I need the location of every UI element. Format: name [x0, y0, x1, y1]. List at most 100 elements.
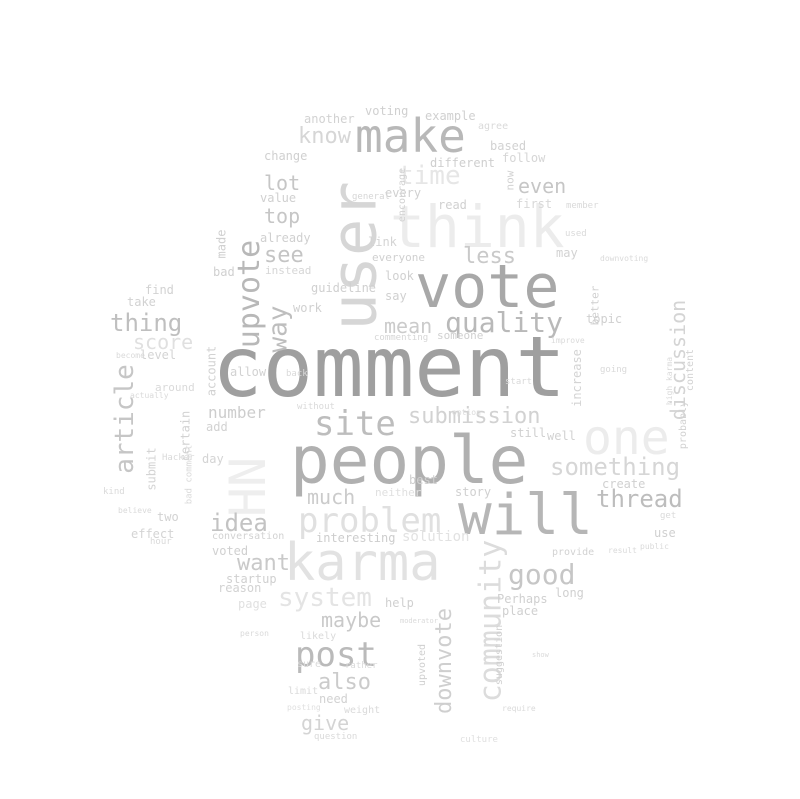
word-encourage: encourage [397, 167, 409, 223]
word-time: time [398, 161, 461, 191]
word-going: going [600, 365, 628, 375]
word-interesting: interesting [316, 531, 396, 545]
word-level: level [140, 348, 177, 362]
word-now: now [503, 170, 517, 191]
word-long: long [555, 586, 584, 600]
word-actually: actually [130, 391, 169, 400]
word-instead: instead [265, 264, 312, 277]
word-create: create [602, 477, 646, 491]
word-may: may [556, 246, 578, 260]
word-culture: culture [460, 735, 498, 745]
word-neither: neither [375, 486, 422, 499]
word-top: top [264, 204, 301, 228]
word-different: different [430, 156, 496, 170]
word-thing: thing [110, 309, 183, 337]
word-say: say [385, 289, 407, 303]
word-maybe: maybe [321, 608, 382, 632]
word-posting: posting [287, 703, 321, 712]
word-effect: effect [131, 527, 175, 541]
word-someone: someone [437, 329, 484, 342]
word-start: start [505, 377, 533, 387]
word-suggestion: suggestion [494, 624, 506, 686]
word-likely: likely [300, 631, 337, 642]
word-option: option [452, 408, 481, 417]
word-content: content [685, 348, 697, 392]
word-hour: hour [150, 537, 172, 547]
word-voting: voting [365, 104, 409, 118]
word-will: will [458, 483, 593, 548]
word-change: change [264, 149, 308, 163]
word-question: question [314, 732, 358, 742]
word-commenting: commenting [374, 333, 429, 343]
word-result: result [608, 546, 637, 555]
word-want: want [237, 551, 290, 576]
word-still: still [510, 426, 547, 440]
word-better: better [588, 285, 602, 326]
word-voted: voted [212, 544, 249, 558]
word-based: based [490, 139, 527, 153]
word-rather: rather [345, 661, 378, 671]
word-allow: allow [230, 365, 267, 379]
word-vote: vote [415, 252, 560, 322]
word-first: first [516, 197, 553, 211]
word-submit: submit [144, 447, 159, 491]
word-work: work [293, 301, 322, 315]
word-people: people [290, 422, 529, 499]
word-think: think [390, 193, 565, 261]
word-need: need [319, 692, 348, 706]
word-find: find [145, 283, 174, 297]
word-perhaps: Perhaps [497, 592, 548, 606]
word-article: article [109, 364, 140, 474]
word-already: already [260, 231, 311, 245]
word-take: take [127, 295, 156, 309]
word-use: use [654, 526, 676, 540]
word-quality: quality [445, 306, 564, 339]
word-lot: lot [264, 171, 301, 195]
word-score: score [133, 330, 194, 354]
word-even: even [518, 174, 567, 198]
word-site: site [314, 404, 396, 444]
word-public: public [640, 542, 669, 551]
word-idea: idea [210, 509, 268, 537]
word-startup: startup [226, 572, 277, 586]
word-hacker: Hacker [162, 453, 195, 463]
word-much: much [307, 485, 356, 509]
word-require: require [502, 704, 536, 713]
word-make: make [355, 109, 466, 163]
word-story: story [455, 485, 492, 499]
word-without: without [297, 402, 335, 412]
word-problem: problem [298, 501, 442, 541]
word-karma: karma [284, 533, 441, 593]
word-person: person [240, 629, 269, 638]
word-less: less [463, 244, 516, 269]
word-general: general [352, 192, 390, 202]
word-way: way [263, 305, 294, 353]
word-something: something [550, 453, 681, 481]
word-best: best [409, 473, 438, 487]
word-number: number [208, 403, 266, 422]
word-help: help [385, 596, 414, 610]
word-read: read [438, 198, 467, 212]
word-account: account [204, 345, 219, 397]
word-bad: bad [213, 265, 235, 279]
word-another: another [304, 112, 355, 126]
word-value: value [260, 191, 297, 205]
word-also: also [318, 670, 371, 695]
word-back: back [286, 369, 308, 379]
word-downvoting: downvoting [600, 254, 649, 263]
word-upvote: upvote [232, 239, 268, 349]
word-weight: weight [344, 705, 381, 716]
word-guideline: guideline [311, 281, 377, 295]
word-add: add [206, 420, 228, 434]
word-reason: reason [218, 581, 262, 595]
word-post: post [295, 635, 377, 675]
word-place: place [502, 604, 539, 618]
word-comment: comment [212, 318, 567, 416]
word-get: get [660, 511, 677, 521]
word-made: made [214, 229, 229, 259]
word-sure: sure [297, 659, 322, 670]
word-submission: submission [408, 404, 541, 429]
word-show: show [532, 651, 549, 659]
word-one: one [583, 410, 670, 466]
